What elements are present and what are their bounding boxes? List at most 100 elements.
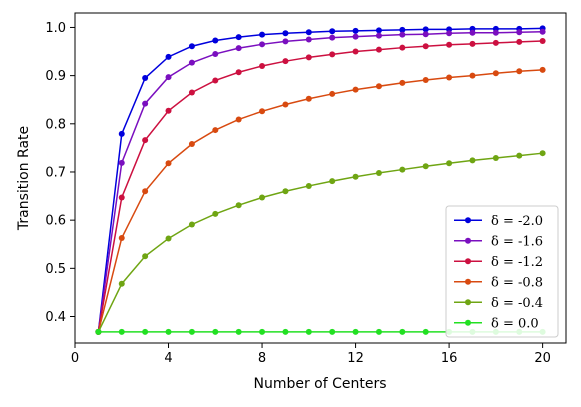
data-point — [329, 28, 336, 35]
legend-label: δ = -1.2 — [491, 255, 543, 270]
data-point — [188, 141, 195, 148]
data-point — [375, 83, 382, 90]
data-point — [188, 89, 195, 96]
data-point — [282, 101, 289, 108]
data-point — [142, 188, 149, 195]
data-point — [235, 69, 242, 76]
data-point — [516, 29, 523, 36]
legend-label: δ = 0.0 — [491, 316, 539, 331]
data-point — [492, 70, 499, 77]
data-point — [305, 95, 312, 102]
series-line — [97, 27, 543, 333]
data-point — [165, 74, 172, 81]
x-axis-ticks: 0 4 8 12 16 20 — [71, 343, 551, 366]
data-point — [212, 37, 219, 44]
data-point — [446, 30, 453, 37]
data-point — [282, 38, 289, 45]
data-point — [516, 152, 523, 159]
data-point — [212, 50, 219, 57]
data-point — [118, 234, 125, 241]
y-tick-label: 0.6 — [45, 214, 66, 229]
data-point — [282, 188, 289, 195]
data-point — [399, 166, 406, 173]
data-point — [375, 32, 382, 39]
data-point — [305, 29, 312, 36]
data-point — [235, 45, 242, 52]
data-point — [399, 79, 406, 86]
legend-item: δ = -2.0 — [454, 214, 543, 229]
series-line — [97, 31, 543, 333]
data-point — [305, 54, 312, 61]
data-point — [142, 100, 149, 107]
data-point — [235, 34, 242, 41]
data-point — [352, 27, 359, 34]
data-point — [142, 253, 149, 260]
data-point — [352, 173, 359, 180]
data-point — [492, 155, 499, 162]
data-point — [375, 169, 382, 176]
data-point — [469, 40, 476, 47]
data-point — [165, 235, 172, 242]
data-point — [282, 30, 289, 37]
data-point — [118, 328, 125, 335]
series-line — [97, 40, 543, 333]
legend-swatch-marker — [465, 299, 471, 306]
series-2 — [95, 37, 546, 335]
data-point — [422, 76, 429, 83]
data-point — [165, 160, 172, 167]
y-tick-label: 0.8 — [45, 117, 66, 132]
data-point — [165, 53, 172, 60]
data-point — [118, 159, 125, 166]
data-point — [492, 29, 499, 36]
legend-item: δ = -0.4 — [454, 296, 543, 311]
data-point — [188, 43, 195, 50]
legend-label: δ = -1.6 — [491, 234, 543, 249]
y-tick-label: 1.0 — [45, 21, 66, 36]
data-point — [516, 68, 523, 75]
y-axis-label: Transition Rate — [16, 126, 32, 231]
data-point — [118, 194, 125, 201]
data-point — [235, 116, 242, 123]
x-tick-label: 8 — [258, 351, 266, 366]
data-point — [446, 74, 453, 81]
legend-box — [445, 205, 559, 338]
data-point — [305, 36, 312, 43]
data-point — [212, 127, 219, 134]
plot-frame — [74, 12, 567, 344]
x-tick-label: 12 — [347, 351, 364, 366]
x-tick-label: 20 — [534, 351, 551, 366]
data-point — [469, 72, 476, 79]
data-point — [422, 328, 429, 335]
data-point — [165, 107, 172, 114]
data-point — [305, 328, 312, 335]
data-point — [212, 328, 219, 335]
data-point — [492, 39, 499, 46]
data-point — [142, 137, 149, 144]
data-point — [352, 86, 359, 93]
data-point — [259, 41, 266, 48]
data-point — [375, 328, 382, 335]
data-point — [399, 328, 406, 335]
data-point — [352, 48, 359, 55]
data-point — [375, 46, 382, 53]
legend-label: δ = -0.4 — [491, 296, 543, 311]
data-point — [329, 51, 336, 58]
data-point — [446, 160, 453, 167]
data-point — [375, 27, 382, 34]
legend-item: δ = -0.8 — [454, 275, 543, 290]
data-point — [422, 26, 429, 33]
data-point — [539, 37, 546, 44]
data-point — [282, 58, 289, 65]
data-point — [118, 280, 125, 287]
legend-item: δ = 0.0 — [454, 316, 539, 331]
series-line — [97, 152, 543, 333]
data-point — [118, 130, 125, 137]
data-point — [446, 41, 453, 48]
data-point — [469, 29, 476, 36]
series-line — [97, 69, 543, 333]
data-point — [329, 178, 336, 185]
data-point — [235, 202, 242, 209]
y-tick-label: 0.4 — [45, 310, 66, 325]
data-point — [282, 328, 289, 335]
data-point — [422, 163, 429, 170]
